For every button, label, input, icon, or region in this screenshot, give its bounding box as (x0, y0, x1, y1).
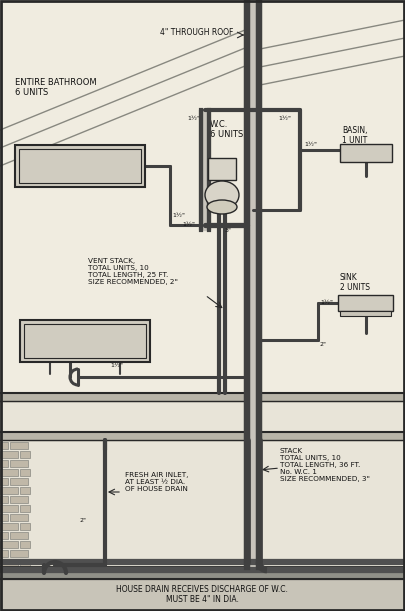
Bar (20, 559, 30, 566)
Text: ENTIRE BATHROOM
6 UNITS: ENTIRE BATHROOM 6 UNITS (15, 78, 97, 97)
Text: BATH, 2 UNITS: BATH, 2 UNITS (48, 161, 112, 170)
Bar (20, 487, 30, 494)
Bar (20, 451, 30, 458)
Bar (208, 158, 236, 180)
Text: W.C.
6 UNITS: W.C. 6 UNITS (210, 120, 243, 139)
Text: FRESH AIR INLET,
AT LEAST ½ DIA.
OF HOUSE DRAIN: FRESH AIR INLET, AT LEAST ½ DIA. OF HOUS… (125, 472, 188, 492)
Text: 2": 2" (80, 518, 87, 523)
Bar (10, 478, 28, 485)
Bar (20, 523, 30, 530)
Bar (10, 532, 28, 539)
Text: SINK
2 UNITS: SINK 2 UNITS (340, 273, 370, 293)
Bar (10, 460, 28, 467)
Bar (0, 451, 18, 458)
Bar (10, 442, 28, 449)
Text: 4" THROUGH ROOF: 4" THROUGH ROOF (160, 28, 233, 37)
Text: STACK
TOTAL UNITS, 10
TOTAL LENGTH, 36 FT.
No. W.C. 1
SIZE RECOMMENDED, 3": STACK TOTAL UNITS, 10 TOTAL LENGTH, 36 F… (280, 448, 370, 482)
Bar (10, 496, 28, 503)
Text: HOUSE DRAIN RECEIVES DISCHARGE OF W.C.
MUST BE 4" IN DIA.: HOUSE DRAIN RECEIVES DISCHARGE OF W.C. M… (116, 585, 288, 604)
Bar (15, 145, 145, 187)
Bar (19, 149, 141, 183)
Bar (340, 144, 392, 162)
Bar (0, 505, 18, 512)
Text: 1½": 1½" (304, 142, 317, 147)
Bar (0, 478, 8, 485)
Bar (0, 487, 18, 494)
Bar (0, 532, 8, 539)
Text: VENT STACK,
TOTAL UNITS, 10
TOTAL LENGTH, 25 FT.
SIZE RECOMMENDED, 2": VENT STACK, TOTAL UNITS, 10 TOTAL LENGTH… (88, 258, 178, 285)
Text: 1½": 1½" (182, 222, 195, 227)
Text: BASIN,
1 UNIT: BASIN, 1 UNIT (342, 126, 367, 145)
Text: 1½": 1½" (320, 300, 333, 305)
Bar (0, 496, 8, 503)
Ellipse shape (207, 200, 237, 214)
Bar (20, 541, 30, 548)
Bar (0, 541, 18, 548)
Bar (0, 550, 8, 557)
Bar (20, 505, 30, 512)
Bar (0, 469, 18, 476)
Text: 1½": 1½" (172, 213, 185, 218)
Bar (338, 295, 393, 311)
Bar (24, 324, 146, 358)
Ellipse shape (205, 181, 239, 209)
Text: 1½": 1½" (110, 363, 123, 368)
Bar (10, 514, 28, 521)
Text: 1½": 1½" (278, 116, 291, 121)
Text: 1½": 1½" (187, 116, 200, 121)
Bar (0, 523, 18, 530)
Bar (10, 550, 28, 557)
Text: 2": 2" (320, 342, 327, 347)
Text: 3": 3" (225, 228, 232, 233)
Bar (340, 311, 391, 316)
Text: WASH TUB,
2 UNITS: WASH TUB, 2 UNITS (61, 331, 109, 351)
Bar (0, 559, 18, 566)
Bar (0, 460, 8, 467)
Bar (20, 320, 150, 362)
Bar (20, 469, 30, 476)
Bar (0, 442, 8, 449)
Bar (0, 514, 8, 521)
